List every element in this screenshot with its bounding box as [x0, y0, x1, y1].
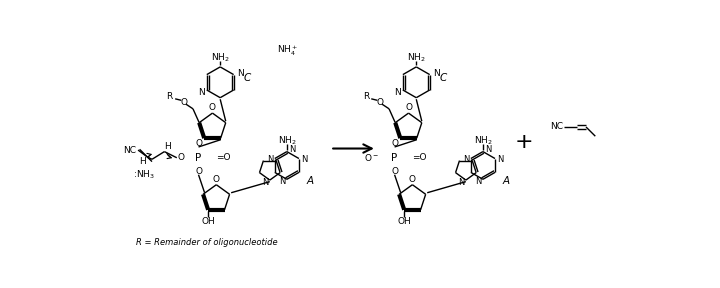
Text: R = Remainder of oligonucleotide: R = Remainder of oligonucleotide — [137, 238, 278, 247]
Text: N: N — [394, 88, 400, 97]
Text: NH$_2$: NH$_2$ — [211, 52, 230, 64]
Text: NH$_2$: NH$_2$ — [277, 134, 296, 147]
Text: O: O — [391, 167, 398, 176]
Text: O: O — [195, 167, 202, 176]
Text: R: R — [363, 92, 369, 101]
Text: R: R — [166, 92, 173, 101]
Text: O$^-$: O$^-$ — [364, 152, 379, 163]
Text: P: P — [195, 153, 202, 163]
Text: C: C — [440, 73, 447, 84]
Text: O: O — [391, 139, 398, 148]
Text: N: N — [262, 178, 269, 187]
Text: N: N — [289, 145, 295, 154]
Text: N: N — [279, 177, 285, 186]
Text: NH$_2$: NH$_2$ — [474, 134, 492, 147]
Text: NC: NC — [124, 145, 137, 155]
Text: N: N — [198, 88, 204, 97]
Text: N: N — [475, 177, 482, 186]
Text: O: O — [195, 139, 202, 148]
Text: N: N — [238, 69, 244, 78]
Text: N: N — [498, 155, 504, 164]
Text: =O: =O — [412, 153, 426, 162]
FancyArrowPatch shape — [147, 154, 151, 157]
FancyArrowPatch shape — [166, 153, 171, 159]
Text: N: N — [266, 155, 273, 164]
Text: P: P — [392, 153, 397, 163]
Text: A: A — [307, 176, 314, 186]
Text: :NH$_3$: :NH$_3$ — [132, 168, 154, 181]
Text: NH$_2$: NH$_2$ — [407, 52, 426, 64]
Text: =O: =O — [215, 153, 230, 162]
Text: N: N — [301, 155, 307, 164]
Text: OH: OH — [397, 217, 411, 226]
Text: C: C — [244, 73, 251, 84]
Text: O: O — [209, 103, 216, 112]
Text: O: O — [213, 175, 220, 184]
Text: N: N — [463, 155, 469, 164]
Text: H: H — [164, 143, 171, 151]
Text: N: N — [458, 178, 464, 187]
Text: N: N — [485, 145, 492, 154]
Text: O: O — [405, 103, 412, 112]
Text: O: O — [178, 153, 184, 162]
Text: NH$_4^+$: NH$_4^+$ — [277, 43, 298, 58]
Text: OH: OH — [202, 217, 215, 226]
Text: NC: NC — [550, 122, 563, 131]
Text: N: N — [433, 69, 441, 78]
Text: O: O — [377, 98, 383, 107]
Text: +: + — [515, 132, 534, 152]
Text: H: H — [140, 157, 146, 166]
Text: O: O — [409, 175, 416, 184]
Text: O: O — [180, 98, 187, 107]
Text: A: A — [503, 176, 510, 186]
